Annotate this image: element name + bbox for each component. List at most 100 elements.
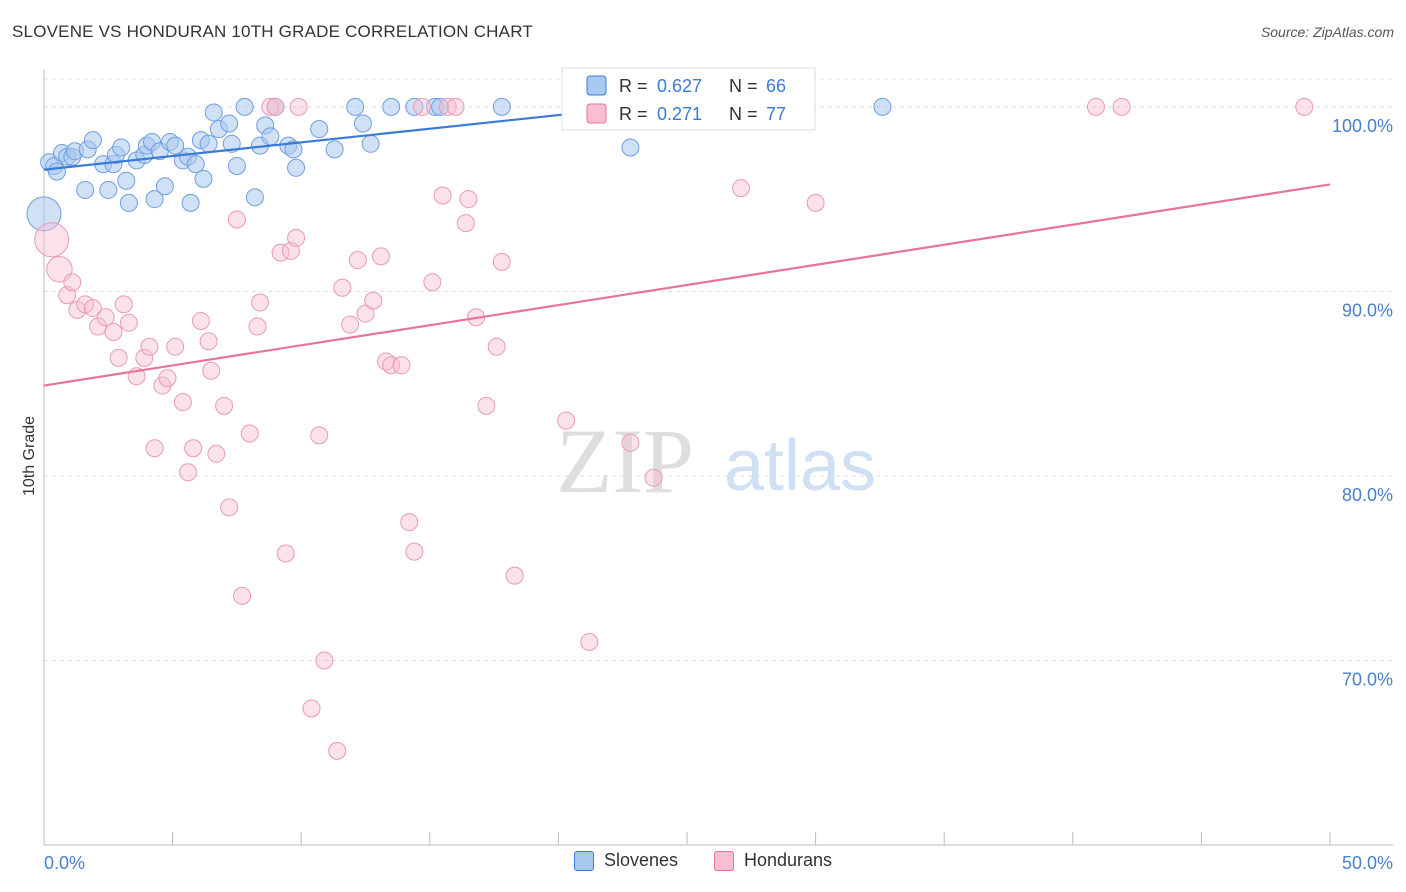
hondurans-point <box>328 741 347 760</box>
y-tick-label: 90.0% <box>1342 300 1393 320</box>
slovenes-point <box>873 97 892 116</box>
hondurans-point <box>310 426 329 445</box>
hondurans-point <box>173 393 192 412</box>
svg-text:R = 0.627 N =: R = 0.627 N = 66 <box>619 76 786 96</box>
hondurans-point <box>166 337 185 356</box>
stats-legend: R = 0.627 N = 66 R = 0.271 N = 77 <box>561 67 816 131</box>
hondurans-point <box>492 252 511 271</box>
hondurans-point <box>202 361 221 380</box>
hondurans-point <box>413 97 432 116</box>
hondurans-point <box>333 278 352 297</box>
hondurans-point <box>248 317 267 336</box>
hondurans-point <box>487 337 506 356</box>
hondurans-point <box>251 293 270 312</box>
hondurans-point <box>135 348 154 367</box>
source-label: Source: ZipAtlas.com <box>1260 24 1394 40</box>
slovenes-point <box>199 134 218 153</box>
hondurans-point <box>114 295 133 314</box>
hondurans-point <box>109 348 128 367</box>
slovenes-point <box>245 188 264 207</box>
slovenes-point <box>621 138 640 157</box>
hondurans-swatch <box>714 850 734 871</box>
hondurans-point <box>446 97 465 116</box>
hondurans-point <box>34 222 70 258</box>
legend-r-value-2: 0.271 <box>657 104 702 124</box>
hondurans-point <box>220 498 239 517</box>
hondurans-point <box>158 369 177 388</box>
hondurans-point <box>459 190 478 209</box>
hondurans-point <box>423 273 442 292</box>
slovenes-point <box>492 97 511 116</box>
slovenes-point <box>346 97 365 116</box>
legend-n-label-2: N = <box>729 104 758 124</box>
watermark-zip: ZIP <box>556 410 694 512</box>
hondurans-point <box>433 186 452 205</box>
slovenes-point <box>204 103 223 122</box>
hondurans-point <box>104 323 123 342</box>
hondurans-point <box>287 228 306 247</box>
slovenes-point <box>119 193 138 212</box>
hondurans-point <box>405 542 424 561</box>
legend-r-value-1: 0.627 <box>657 76 702 96</box>
hondurans-point <box>438 97 457 116</box>
hondurans-point <box>377 352 396 371</box>
svg-text:R = 0.271 N =: R = 0.271 N = 77 <box>619 104 786 124</box>
hondurans-point <box>382 356 401 375</box>
slovenes-point <box>235 97 254 116</box>
slovenes-point <box>405 97 424 116</box>
slovenes-point <box>117 171 136 190</box>
y-axis-label: 10th Grade <box>21 416 38 496</box>
hondurans-point <box>233 586 252 605</box>
hondurans-point <box>227 210 246 229</box>
y-tick-label: 80.0% <box>1342 485 1393 505</box>
hondurans-point <box>96 308 115 327</box>
legend-n-value-1: 66 <box>766 76 786 96</box>
hondurans-point <box>179 463 198 482</box>
slovenes-trend-line <box>43 105 636 171</box>
hondurans-point <box>184 439 203 458</box>
legend-label-slovenes: Slovenes <box>603 850 678 870</box>
slovenes-point <box>220 114 239 133</box>
legend-label-hondurans: Hondurans <box>744 850 833 870</box>
slovenes-point <box>83 131 102 150</box>
y-tick-label: 70.0% <box>1342 669 1393 689</box>
slovenes-point <box>222 134 241 153</box>
hondurans-point <box>261 97 280 116</box>
legend-n-value-2: 77 <box>766 104 786 124</box>
hondurans-point <box>456 214 475 233</box>
slovenes-point <box>287 158 306 177</box>
hondurans-point <box>215 396 234 415</box>
legend-item-slovenes[interactable]: Slovenes <box>573 850 678 871</box>
hondurans-point <box>302 699 321 718</box>
x-tick-label-max: 50.0% <box>1342 853 1393 873</box>
slovenes-point <box>353 114 372 133</box>
slovenes-point <box>155 177 174 196</box>
legend-r-label-1: R = <box>619 76 648 96</box>
hondurans-point <box>240 424 259 443</box>
hondurans-point <box>1086 97 1105 116</box>
hondurans-point <box>46 256 73 283</box>
hondurans-point <box>191 311 210 330</box>
series-legend: Slovenes Hondurans <box>0 850 1406 871</box>
slovenes-point <box>261 127 280 146</box>
hondurans-point <box>400 513 419 532</box>
hondurans-point <box>505 566 524 585</box>
slovenes-point <box>145 190 164 209</box>
hondurans-point <box>266 97 285 116</box>
watermark-atlas: atlas <box>724 426 876 506</box>
hondurans-point <box>119 313 138 332</box>
legend-item-hondurans[interactable]: Hondurans <box>714 850 832 871</box>
slovenes-point <box>310 120 329 139</box>
hondurans-point <box>348 251 367 270</box>
chart-title: SLOVENE VS HONDURAN 10TH GRADE CORRELATI… <box>12 22 533 41</box>
slovenes-swatch <box>573 850 594 871</box>
hondurans-point <box>557 411 576 430</box>
slovenes-point <box>166 136 185 155</box>
hondurans-point <box>276 544 295 563</box>
slovenes-point <box>186 155 205 174</box>
hondurans-point <box>207 444 226 463</box>
slovenes-point <box>181 193 200 212</box>
hondurans-point <box>315 651 334 670</box>
hondurans-point <box>83 299 102 318</box>
slovenes-point <box>284 140 303 159</box>
